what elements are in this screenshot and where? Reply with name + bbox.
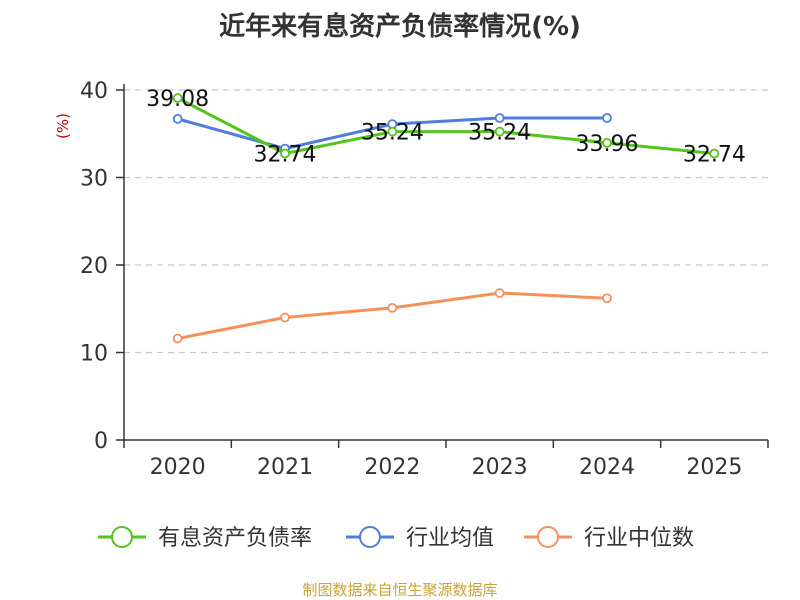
axis-layer: 0 10 20 30 40 2020 2021 2022 2023 2024 2025 (80, 79, 769, 480)
data-point (172, 333, 183, 344)
legend-swatch-marker (537, 526, 559, 548)
y-tick-label: 10 (80, 342, 108, 367)
data-point (494, 288, 505, 298)
legend: 有息资产负债率 行业均值 行业中位数 (98, 526, 694, 551)
data-point (709, 148, 720, 159)
data-point (280, 148, 290, 159)
legend-label: 有息资产负债率 (158, 526, 312, 551)
data-label: 35.24 (361, 121, 424, 146)
series-line (176, 96, 716, 156)
data-point (494, 126, 505, 137)
legend-swatch-marker (359, 526, 381, 548)
x-tick-label: 2020 (150, 455, 206, 480)
data-point (280, 312, 290, 323)
data-label: 32.74 (254, 143, 317, 168)
data-label: 33.96 (576, 132, 639, 157)
y-tick-label: 30 (80, 167, 108, 192)
data-label: 35.24 (468, 121, 531, 146)
data-point (494, 113, 505, 123)
legend-label: 行业均值 (406, 526, 494, 551)
data-point (387, 302, 398, 313)
data-point (602, 137, 612, 148)
data-label-layer: 39.08 32.74 35.24 35.24 33.96 32.74 (146, 87, 746, 167)
chart-title: 近年来有息资产负债率情况(%) (219, 12, 581, 42)
data-point (602, 113, 612, 123)
x-tick-label: 2024 (579, 455, 635, 480)
x-tick-label: 2021 (257, 455, 313, 480)
footer-source: 制图数据来自恒生聚源数据库 (302, 581, 498, 599)
legend-item: 有息资产负债率 (98, 526, 312, 551)
y-tick-label: 0 (94, 429, 108, 454)
data-point (387, 126, 398, 137)
data-label: 39.08 (146, 87, 209, 112)
series-layer (172, 93, 720, 344)
data-label: 32.74 (683, 143, 746, 168)
legend-swatch-marker (111, 526, 133, 548)
data-point (172, 113, 183, 124)
legend-item: 行业均值 (346, 526, 494, 551)
y-tick-label: 20 (80, 254, 108, 279)
data-point (172, 93, 183, 103)
x-tick-label: 2025 (686, 455, 742, 480)
x-tick-label: 2022 (364, 455, 420, 480)
legend-item: 行业中位数 (524, 526, 694, 551)
grid-layer (124, 89, 768, 354)
x-tick-label: 2023 (472, 455, 528, 480)
y-tick-label: 40 (80, 79, 108, 104)
series-line (176, 291, 609, 340)
legend-label: 行业中位数 (584, 526, 694, 551)
y-axis-label: (%) (54, 113, 72, 139)
data-point (602, 293, 612, 304)
